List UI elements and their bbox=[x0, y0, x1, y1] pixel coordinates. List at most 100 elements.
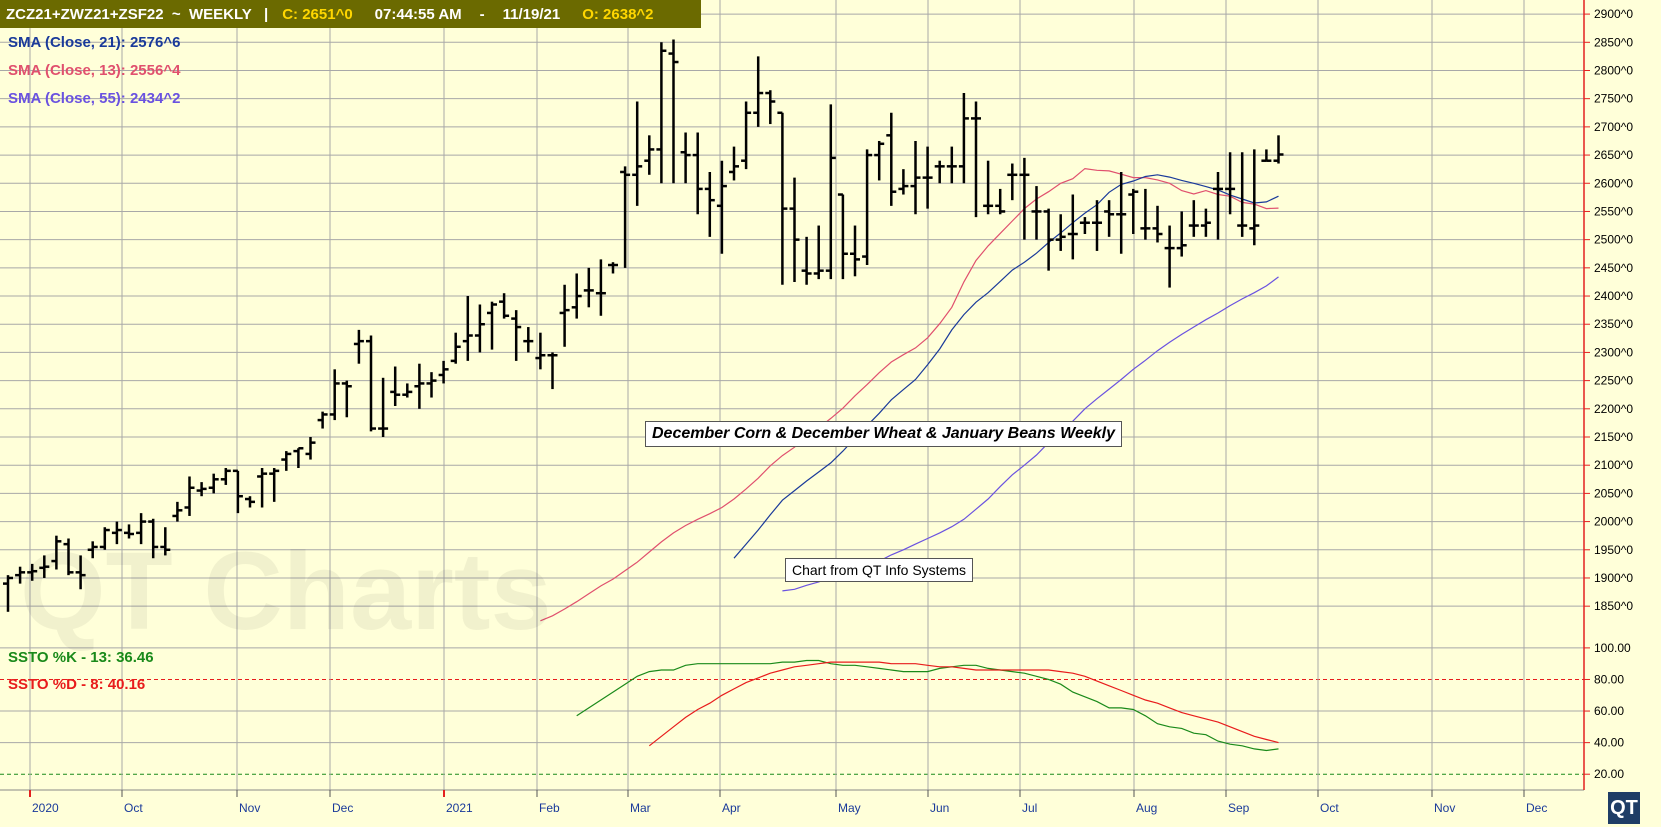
sma21-line bbox=[733, 174, 1279, 559]
ssto-k-line bbox=[576, 659, 1279, 752]
ohlc-bar bbox=[971, 101, 981, 218]
price-tick-label: 1900^0 bbox=[1594, 571, 1633, 585]
price-tick-label: 2000^0 bbox=[1594, 515, 1633, 529]
ohlc-bar bbox=[656, 42, 667, 184]
ohlc-bar bbox=[910, 140, 921, 215]
month-label: Mar bbox=[630, 801, 651, 815]
price-tick-label: 2600^0 bbox=[1594, 176, 1633, 190]
ssto-k-legend: SSTO %K - 13: 36.46 bbox=[8, 649, 154, 666]
price-tick-label: 2550^0 bbox=[1594, 204, 1633, 218]
ohlc-bar bbox=[535, 332, 546, 370]
ohlc-bar bbox=[571, 273, 582, 319]
ohlc-bar bbox=[232, 469, 243, 514]
ohlc-bar bbox=[704, 171, 715, 237]
ohlc-bar bbox=[958, 93, 969, 184]
ohlc-bar bbox=[281, 451, 292, 471]
price-axis[interactable]: 2900^0 2850^0 2800^0 2750^0 2700^0 2650^0 2600… bbox=[1583, 0, 1633, 790]
ohlc-bar bbox=[329, 369, 340, 421]
sma55-legend: SMA (Close, 55): 2434^2 bbox=[8, 90, 181, 107]
ohlc-bar bbox=[51, 535, 62, 570]
ohlc-bar bbox=[850, 225, 860, 277]
oscillator-tick-label: 20.00 bbox=[1594, 767, 1624, 781]
price-tick-label: 1950^0 bbox=[1594, 543, 1633, 557]
ohlc-bar bbox=[692, 132, 703, 215]
price-tick-label: 2650^0 bbox=[1594, 148, 1633, 162]
ohlc-bar bbox=[99, 527, 110, 550]
ohlc-bar bbox=[196, 482, 207, 497]
ohlc-bar bbox=[1200, 208, 1211, 237]
ohlc-bar bbox=[1007, 163, 1018, 201]
ohlc-bar bbox=[898, 169, 909, 195]
month-label: Jun bbox=[930, 801, 949, 815]
ohlc-bar bbox=[402, 383, 413, 398]
month-label: Jul bbox=[1022, 801, 1037, 815]
ohlc-bar bbox=[1092, 200, 1102, 251]
ohlc-bar bbox=[245, 496, 255, 508]
ohlc-bar bbox=[378, 377, 389, 438]
price-tick-label: 2300^0 bbox=[1594, 345, 1633, 359]
ohlc-bar bbox=[499, 293, 510, 319]
ohlc-bar bbox=[257, 468, 268, 508]
oscillator-tick-label: 60.00 bbox=[1594, 704, 1624, 718]
ohlc-bar bbox=[801, 236, 812, 285]
ohlc-bar bbox=[75, 555, 86, 590]
ohlc-bar bbox=[632, 101, 643, 206]
ohlc-bar bbox=[934, 160, 945, 184]
ohlc-bar bbox=[1176, 211, 1187, 257]
oscillator-tick-label: 40.00 bbox=[1594, 736, 1624, 750]
ohlc-bar bbox=[1043, 208, 1054, 271]
ohlc-bar bbox=[450, 332, 461, 364]
time-axis[interactable]: 2020 Oct Nov Dec 2021 Feb Mar Apr May Jun Jul Aug Se… bbox=[29, 790, 1547, 815]
ohlc-bar bbox=[366, 335, 376, 432]
price-tick-label: 1850^0 bbox=[1594, 599, 1633, 613]
ohlc-bar bbox=[353, 329, 364, 364]
ohlc-bar bbox=[390, 366, 401, 406]
ohlc-bar bbox=[172, 501, 183, 522]
quote-header: ZCZ21+ZWZ21+ZSF22 ~ WEEKLY | C: 2651^0 0… bbox=[0, 0, 701, 28]
ohlc-bar bbox=[1079, 217, 1090, 235]
month-label: May bbox=[838, 801, 861, 815]
month-label: Feb bbox=[539, 801, 560, 815]
ohlc-bar bbox=[27, 563, 38, 581]
ohlc-bar bbox=[716, 160, 727, 254]
sma13-legend: SMA (Close, 13): 2556^4 bbox=[8, 62, 181, 79]
ohlc-bar bbox=[644, 135, 655, 175]
oscillator-tick-label: 80.00 bbox=[1594, 672, 1624, 686]
price-tick-label: 2250^0 bbox=[1594, 374, 1633, 388]
ohlc-bar bbox=[922, 146, 933, 209]
ohlc-bar bbox=[305, 437, 316, 460]
ohlc-bar bbox=[825, 104, 836, 280]
ohlc-bar bbox=[474, 304, 485, 353]
source-note: Chart from QT Info Systems bbox=[785, 558, 974, 582]
price-tick-label: 2800^0 bbox=[1594, 63, 1633, 77]
ohlc-bar bbox=[269, 468, 280, 502]
price-tick-label: 2450^0 bbox=[1594, 261, 1633, 275]
close-value: C: 2651^0 bbox=[282, 5, 353, 23]
price-tick-label: 2700^0 bbox=[1594, 120, 1633, 134]
month-label: Oct bbox=[124, 801, 143, 815]
month-label: Apr bbox=[722, 801, 741, 815]
price-tick-label: 2750^0 bbox=[1594, 92, 1633, 106]
header-separator: - bbox=[479, 5, 485, 23]
price-tick-label: 2500^0 bbox=[1594, 233, 1633, 247]
ohlc-bar bbox=[341, 380, 352, 418]
ohlc-bar bbox=[220, 468, 231, 485]
price-tick-label: 2050^0 bbox=[1594, 486, 1633, 500]
month-label: 2021 bbox=[446, 801, 473, 815]
ohlc-bar bbox=[765, 90, 776, 125]
ohlc-bar bbox=[547, 352, 558, 390]
ohlc-bar bbox=[136, 513, 147, 545]
ohlc-bar bbox=[184, 476, 195, 516]
month-label: Dec bbox=[1526, 801, 1547, 815]
ssto-d-line bbox=[648, 661, 1279, 747]
ohlc-bar bbox=[595, 259, 606, 316]
price-tick-label: 2900^0 bbox=[1594, 7, 1633, 21]
ohlc-bar bbox=[39, 555, 50, 578]
ohlc-bar bbox=[1140, 188, 1151, 240]
ohlc-bar bbox=[1213, 171, 1223, 240]
month-label: Aug bbox=[1136, 801, 1157, 815]
ohlc-bar bbox=[886, 112, 897, 206]
ohlc-bar bbox=[789, 177, 800, 282]
ohlc-bar bbox=[620, 166, 631, 268]
